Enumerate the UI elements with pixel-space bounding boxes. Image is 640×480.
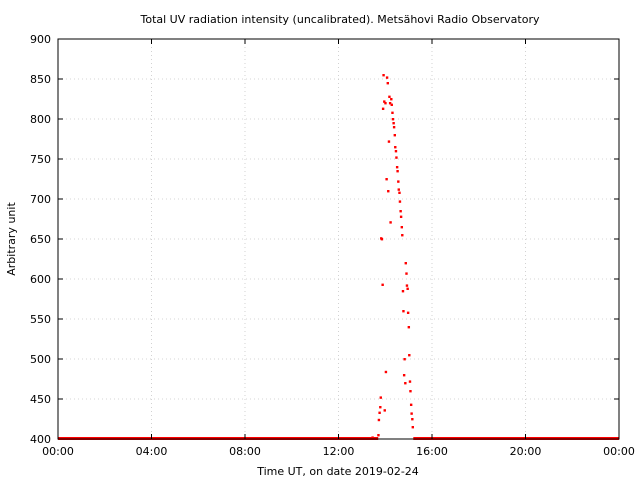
data-point bbox=[391, 111, 394, 114]
data-point bbox=[383, 100, 386, 103]
data-point bbox=[398, 200, 402, 203]
x-tick-label: 08:00 bbox=[229, 445, 261, 458]
data-point bbox=[396, 170, 399, 173]
chart-title: Total UV radiation intensity (uncalibrat… bbox=[140, 13, 540, 26]
data-point bbox=[386, 82, 389, 85]
data-point bbox=[407, 326, 411, 329]
data-point bbox=[408, 380, 412, 383]
data-point bbox=[401, 290, 405, 293]
x-tick-label: 12:00 bbox=[323, 445, 355, 458]
data-point bbox=[377, 418, 381, 422]
data-point bbox=[379, 406, 382, 409]
data-point bbox=[400, 226, 404, 229]
data-point bbox=[404, 382, 407, 385]
data-point bbox=[395, 166, 399, 169]
axis-ticks: 400 450 500 550 600 650 700 750 800 850 900 00:00 04… bbox=[30, 33, 635, 458]
data-point bbox=[383, 409, 386, 412]
data-point bbox=[388, 102, 392, 105]
x-tick-label: 04:00 bbox=[136, 445, 168, 458]
data-point bbox=[398, 191, 401, 194]
data-point bbox=[390, 98, 393, 101]
data-point bbox=[402, 374, 406, 377]
data-point bbox=[392, 126, 396, 129]
data-point bbox=[401, 234, 404, 237]
data-point bbox=[408, 354, 411, 357]
y-tick-label: 400 bbox=[30, 433, 51, 446]
x-tick-label: 00:00 bbox=[42, 445, 74, 458]
data-point bbox=[377, 434, 380, 437]
y-tick-label: 800 bbox=[30, 113, 51, 126]
data-point bbox=[381, 107, 385, 110]
data-point bbox=[405, 284, 409, 287]
data-point bbox=[378, 411, 381, 414]
data-point bbox=[411, 426, 414, 429]
data-point bbox=[402, 310, 405, 313]
y-tick-label: 650 bbox=[30, 233, 51, 246]
data-point bbox=[379, 396, 382, 399]
data-point bbox=[397, 180, 400, 183]
y-tick-label: 750 bbox=[30, 153, 51, 166]
data-point bbox=[399, 215, 403, 218]
data-point bbox=[390, 103, 393, 106]
data-point bbox=[392, 122, 395, 125]
data-point bbox=[410, 412, 413, 415]
x-tick-label: 00:00 bbox=[603, 445, 635, 458]
data-point bbox=[403, 358, 406, 361]
y-tick-label: 600 bbox=[30, 273, 51, 286]
data-point bbox=[384, 102, 387, 105]
y-tick-label: 900 bbox=[30, 33, 51, 46]
data-point bbox=[394, 150, 398, 153]
x-tick-label: 20:00 bbox=[510, 445, 542, 458]
data-point bbox=[380, 238, 384, 241]
data-point bbox=[388, 95, 391, 98]
data-point bbox=[411, 418, 414, 421]
data-point bbox=[409, 390, 412, 393]
data-point bbox=[406, 311, 410, 314]
data-point bbox=[385, 178, 388, 181]
data-point bbox=[387, 140, 391, 143]
data-point bbox=[391, 118, 395, 121]
y-tick-label: 500 bbox=[30, 353, 51, 366]
data-point bbox=[382, 74, 385, 77]
data-point bbox=[409, 403, 413, 406]
data-point bbox=[397, 188, 400, 191]
y-tick-label: 550 bbox=[30, 313, 51, 326]
data-point bbox=[387, 190, 390, 193]
data-point bbox=[405, 272, 408, 275]
data-point bbox=[381, 283, 384, 286]
x-tick-label: 16:00 bbox=[416, 445, 448, 458]
data-point bbox=[394, 146, 397, 149]
y-tick-label: 700 bbox=[30, 193, 51, 206]
x-axis-label: Time UT, on date 2019-02-24 bbox=[256, 465, 419, 478]
data-point bbox=[406, 287, 409, 290]
y-tick-label: 850 bbox=[30, 73, 51, 86]
data-point bbox=[389, 221, 392, 224]
data-point bbox=[404, 262, 407, 265]
data-point bbox=[371, 436, 374, 439]
data-point bbox=[384, 370, 388, 374]
data-point bbox=[399, 210, 402, 213]
y-tick-label: 450 bbox=[30, 393, 51, 406]
y-axis-label: Arbitrary unit bbox=[5, 202, 18, 276]
data-point bbox=[395, 156, 398, 159]
data-point bbox=[393, 134, 396, 137]
data-point bbox=[385, 76, 389, 79]
grid-lines bbox=[58, 39, 619, 439]
